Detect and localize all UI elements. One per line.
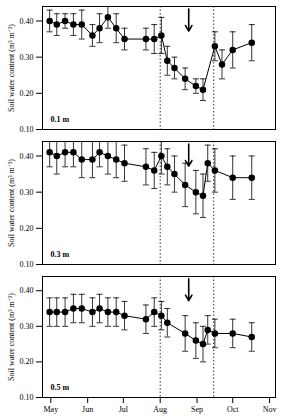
svg-text:0.20: 0.20 [20, 357, 34, 366]
svg-text:0.10: 0.10 [20, 125, 34, 134]
svg-text:May: May [43, 405, 58, 414]
svg-text:Soil water content (m³ m⁻³): Soil water content (m³ m⁻³) [7, 293, 16, 381]
svg-text:Aug: Aug [153, 405, 167, 414]
svg-text:0.40: 0.40 [20, 286, 34, 295]
svg-text:Soil water content (m³ m⁻³): Soil water content (m³ m⁻³) [7, 159, 16, 247]
svg-text:0.5 m: 0.5 m [51, 383, 70, 392]
svg-text:0.10: 0.10 [20, 393, 34, 402]
svg-text:0.30: 0.30 [20, 188, 34, 197]
svg-text:0.30: 0.30 [20, 322, 34, 331]
svg-text:0.30: 0.30 [20, 53, 34, 62]
svg-text:0.40: 0.40 [20, 17, 34, 26]
svg-text:0.1 m: 0.1 m [51, 115, 70, 124]
svg-text:Oct: Oct [227, 405, 239, 414]
svg-text:0.40: 0.40 [20, 152, 34, 161]
svg-text:Jul: Jul [119, 405, 129, 414]
svg-text:0.20: 0.20 [20, 224, 34, 233]
svg-text:0.3 m: 0.3 m [51, 250, 70, 259]
svg-text:Soil water content (m³ m⁻³): Soil water content (m³ m⁻³) [7, 24, 16, 112]
svg-text:Jun: Jun [82, 405, 93, 414]
svg-text:0.10: 0.10 [20, 260, 34, 269]
svg-text:0.20: 0.20 [20, 89, 34, 98]
svg-text:Nov: Nov [263, 405, 277, 414]
svg-text:Sep: Sep [191, 405, 203, 414]
